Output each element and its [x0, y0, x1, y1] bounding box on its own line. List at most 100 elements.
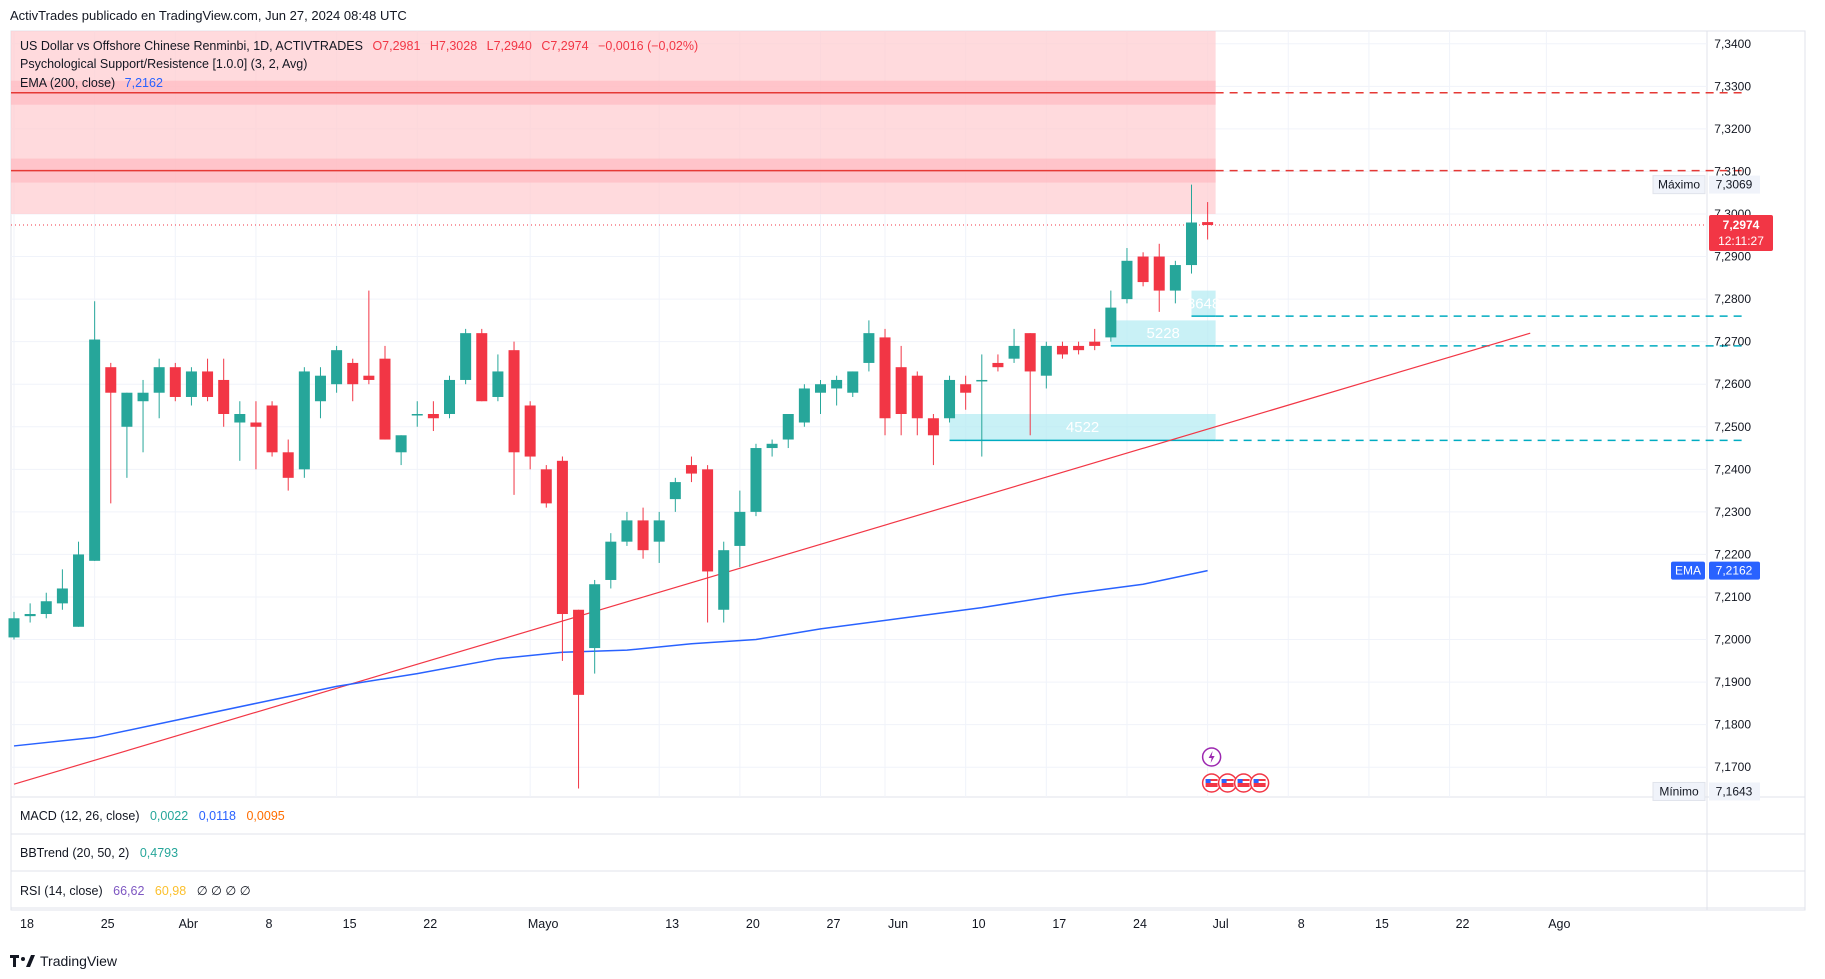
low-value: L7,2940: [486, 39, 532, 53]
x-tick-label: 15: [343, 917, 357, 931]
y-tick-label: 7,2200: [1714, 547, 1751, 561]
support-zone: [1191, 290, 1216, 317]
candle: [476, 328, 488, 402]
candle: [411, 401, 423, 427]
candle: [605, 533, 617, 589]
indicator-legend-2: EMA (200, close) 7,2162: [20, 76, 169, 90]
ema-tag-label: EMA: [1675, 564, 1701, 578]
candle-body: [395, 435, 407, 453]
y-tick-label: 7,2500: [1714, 420, 1751, 434]
candle: [1056, 341, 1068, 359]
bbtrend-legend: BBTrend (20, 50, 2) 0,4793: [20, 846, 185, 860]
us-flag-event-icon: [1249, 773, 1270, 793]
candle: [976, 354, 988, 457]
candle-body: [847, 371, 859, 393]
candle-body: [105, 367, 117, 393]
candle-body: [976, 379, 988, 382]
candle: [250, 401, 262, 470]
x-tick-label: 8: [265, 917, 272, 931]
candle-body: [653, 520, 665, 542]
price-tag-value-box: [1709, 175, 1760, 194]
candle-body: [1073, 345, 1085, 351]
macd-v2: 0,0118: [198, 809, 236, 823]
symbol-legend: US Dollar vs Offshore Chinese Renminbi, …: [20, 39, 704, 53]
candle: [831, 375, 843, 406]
macd-label: MACD (12, 26, close): [20, 809, 140, 823]
tradingview-brand[interactable]: TradingView: [10, 953, 117, 969]
high-value: H7,3028: [429, 39, 478, 53]
levels: [11, 91, 1745, 785]
candle-body: [1121, 260, 1133, 300]
candle-body: [411, 414, 423, 416]
candle: [1202, 202, 1214, 240]
candle: [331, 345, 343, 393]
flag-white: [1205, 781, 1218, 783]
candle-body: [702, 469, 714, 572]
candle: [379, 345, 391, 440]
current-price-value: 7,2974: [1723, 218, 1760, 232]
candle: [1137, 252, 1149, 287]
candle: [185, 367, 197, 406]
candle-body: [89, 339, 101, 561]
candle-body: [427, 414, 439, 419]
y-tick-label: 7,1900: [1714, 675, 1751, 689]
candle: [847, 371, 859, 397]
x-tick-label: 22: [1456, 917, 1470, 931]
candle: [89, 301, 101, 561]
candle-body: [782, 414, 794, 440]
tradingview-logo-icon: [10, 955, 35, 967]
candle: [879, 328, 891, 436]
x-tick-label: Jul: [1213, 917, 1229, 931]
candle-body: [992, 362, 1004, 368]
flag-blue: [1253, 779, 1259, 783]
ema-value: 7,2162: [124, 76, 163, 90]
candle-body: [1024, 333, 1036, 372]
candle-body: [1056, 345, 1068, 355]
candle: [669, 477, 681, 512]
candle: [73, 541, 85, 627]
candle-body: [879, 337, 891, 419]
y-tick-label: 7,2000: [1714, 633, 1751, 647]
us-flag-event-icon: [1217, 773, 1238, 793]
candle-body: [218, 379, 230, 414]
candle: [944, 375, 956, 423]
candle-body: [73, 554, 85, 627]
x-tick-label: 8: [1298, 917, 1305, 931]
candle: [1008, 328, 1020, 363]
candle: [1105, 290, 1117, 342]
candle: [540, 465, 552, 508]
candle-body: [169, 367, 181, 397]
x-tick-label: 20: [746, 917, 760, 931]
y-tick-label: 7,2700: [1714, 335, 1751, 349]
candle-body: [1105, 307, 1117, 338]
rsi-v1: 66,62: [113, 884, 145, 898]
candle: [1073, 341, 1085, 355]
candle: [314, 367, 326, 419]
candle-body: [1008, 345, 1020, 359]
candle: [911, 371, 923, 436]
candle: [298, 367, 310, 478]
rsi-v3: ∅ ∅ ∅ ∅: [196, 884, 251, 898]
candle: [766, 439, 778, 457]
candle: [750, 443, 762, 517]
macd-legend: MACD (12, 26, close) 0,0022 0,0118 0,009…: [20, 809, 292, 823]
current-price-tag: [1709, 215, 1773, 252]
us-flag-event-icon: [1233, 773, 1254, 793]
resistance-zone-area: [11, 31, 1216, 214]
y-tick-label: 7,2100: [1714, 590, 1751, 604]
candle-body: [56, 588, 68, 604]
candle-body: [637, 520, 649, 551]
candle-body: [621, 520, 633, 542]
candle: [718, 541, 730, 623]
candle: [960, 375, 972, 410]
candle: [734, 490, 746, 568]
candle-body: [524, 405, 536, 457]
time-axis: 18 25 Abr 8 15 22 Mayo 13 20 27 Jun 10 17 24 Jul 8 15 22 A…: [20, 917, 1570, 931]
candle: [347, 358, 359, 402]
y-tick-label: 7,2900: [1714, 250, 1751, 264]
candle-body: [234, 414, 246, 423]
x-tick-label: 13: [665, 917, 679, 931]
candle-body: [1089, 341, 1101, 346]
candle-body: [911, 375, 923, 419]
